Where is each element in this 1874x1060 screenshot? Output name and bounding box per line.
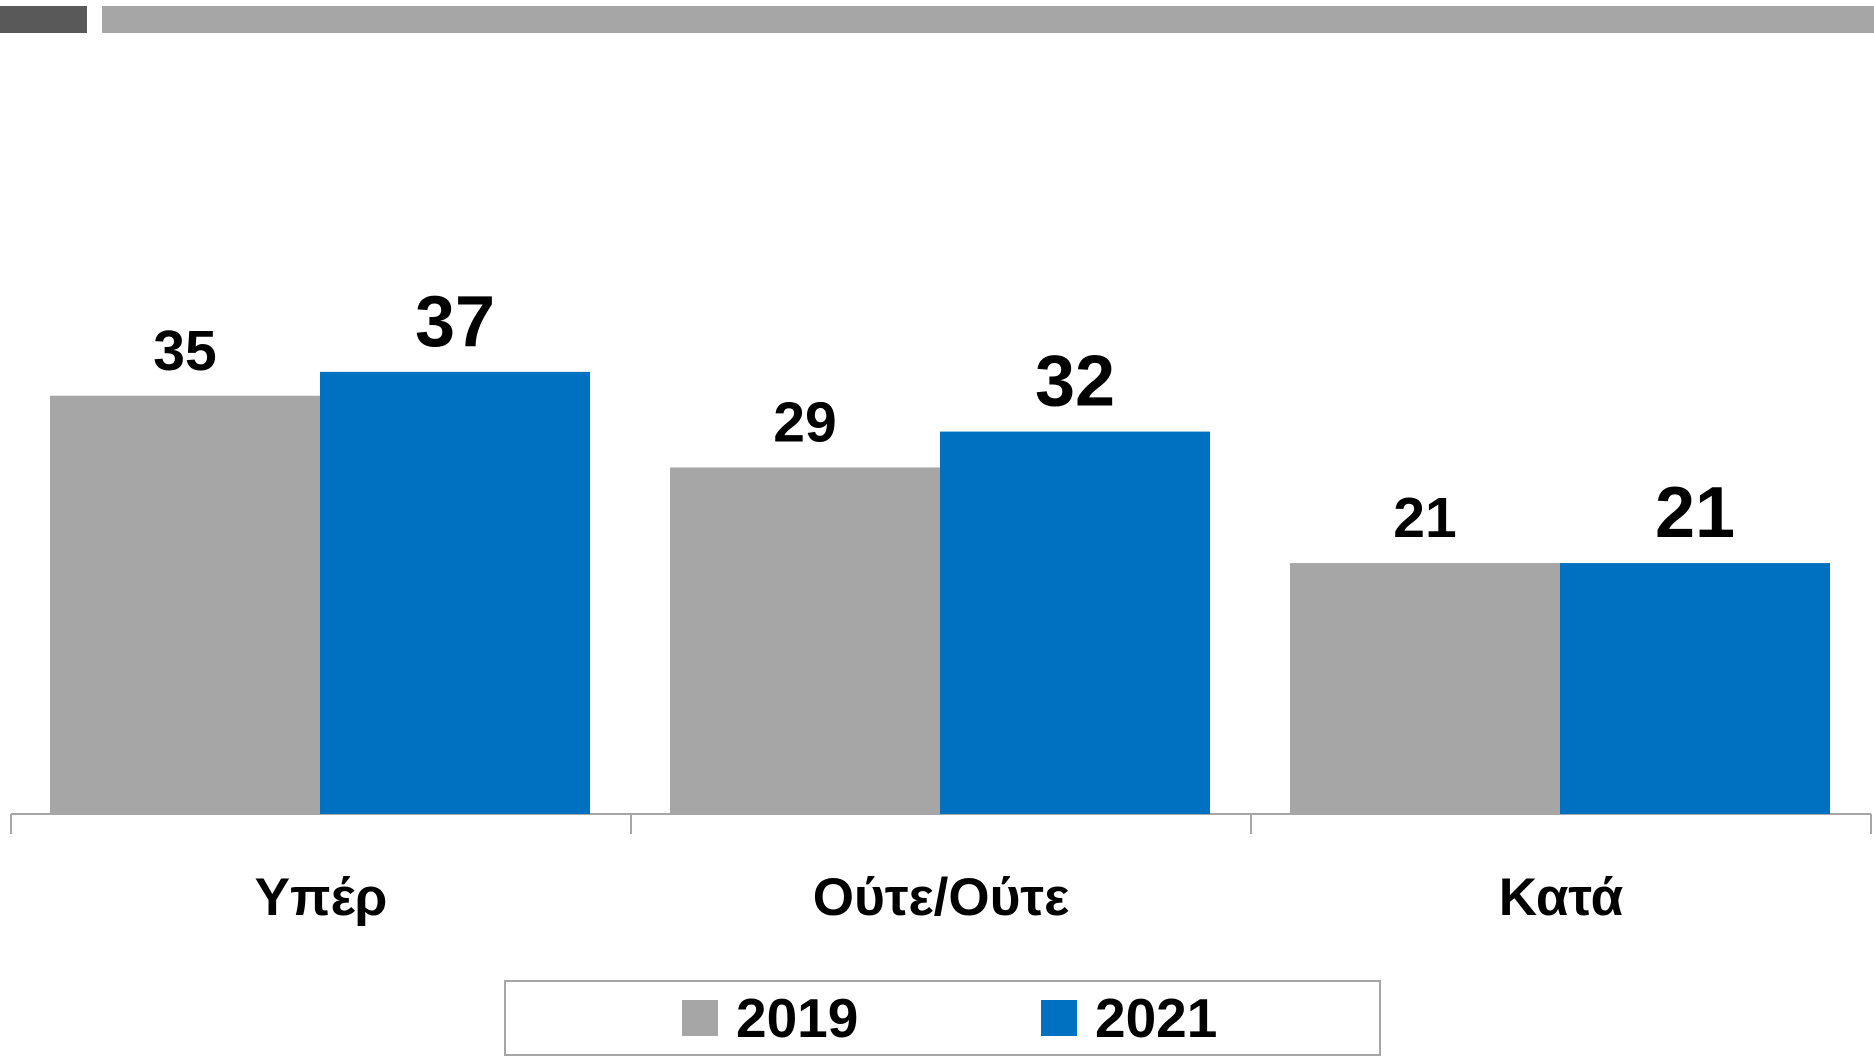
x-tick-label: Κατά bbox=[1499, 868, 1624, 927]
value-label: 35 bbox=[153, 319, 216, 383]
legend-box bbox=[504, 980, 1381, 1056]
x-tick-label: Ούτε/Ούτε bbox=[813, 868, 1070, 927]
value-label: 37 bbox=[415, 282, 495, 362]
bar bbox=[940, 431, 1210, 814]
legend-swatch bbox=[682, 1000, 718, 1036]
value-label: 29 bbox=[773, 390, 836, 454]
legend-label: 2021 bbox=[1095, 987, 1217, 1049]
value-label: 32 bbox=[1035, 342, 1115, 422]
legend-swatch bbox=[1041, 1000, 1077, 1036]
value-label: 21 bbox=[1393, 486, 1456, 550]
bar bbox=[320, 371, 590, 814]
bar bbox=[1560, 563, 1830, 814]
value-label: 21 bbox=[1655, 473, 1735, 553]
bar bbox=[670, 467, 940, 814]
header-bar bbox=[102, 6, 1874, 33]
header-block bbox=[0, 6, 87, 33]
x-tick-label: Υπέρ bbox=[255, 868, 388, 927]
bar bbox=[1290, 563, 1560, 814]
legend-label: 2019 bbox=[736, 987, 858, 1049]
bar bbox=[50, 395, 320, 814]
